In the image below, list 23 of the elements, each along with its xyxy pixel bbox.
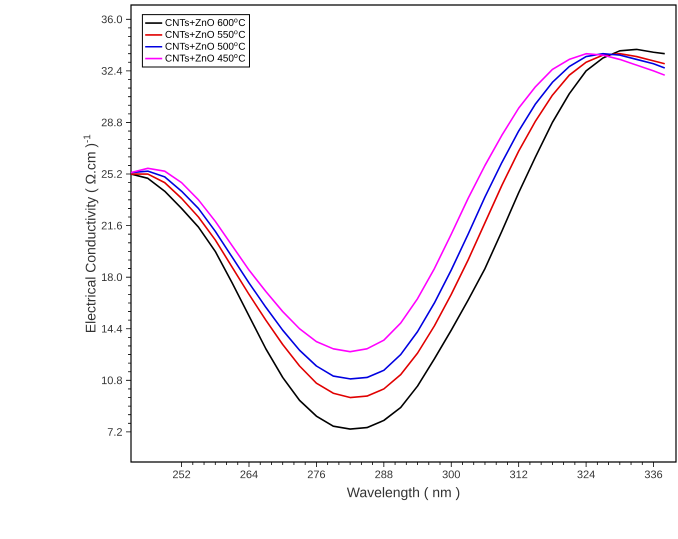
y-tick-label: 25.2 [102,170,122,178]
legend-label: CNTs+ZnO 450$^{o}$C [165,54,246,62]
y-tick-label: 36.0 [102,15,122,24]
y-tick-label: 18.0 [102,273,122,282]
x-tick-label: 288 [375,470,392,478]
x-tick-label: 324 [577,470,595,478]
x-tick-label: 252 [172,470,190,478]
y-tick-label: 28.8 [102,118,122,126]
legend-label: CNTs+ZnO 600$^{o}$C [165,18,246,26]
y-tick-label: 10.8 [102,376,122,384]
y-tick-label: 21.6 [102,222,122,230]
y-tick-label: 32.4 [102,67,122,75]
y-axis-title: Electrical Conductivity ( Ω.cm )$^{-1}$ [84,134,98,332]
y-tick-label: 14.4 [102,324,122,333]
x-tick-label: 312 [510,470,528,478]
x-tick-label: 264 [240,470,258,478]
x-tick-label: 300 [442,470,460,478]
x-axis-title: Wavelength ( nm ) [346,487,460,500]
legend-label: CNTs+ZnO 550$^{o}$C [165,30,246,38]
x-tick-label: 336 [644,470,662,478]
legend-label: CNTs+ZnO 500$^{o}$C [165,42,246,50]
y-tick-label: 7.2 [108,428,122,436]
x-tick-label: 276 [308,470,326,478]
